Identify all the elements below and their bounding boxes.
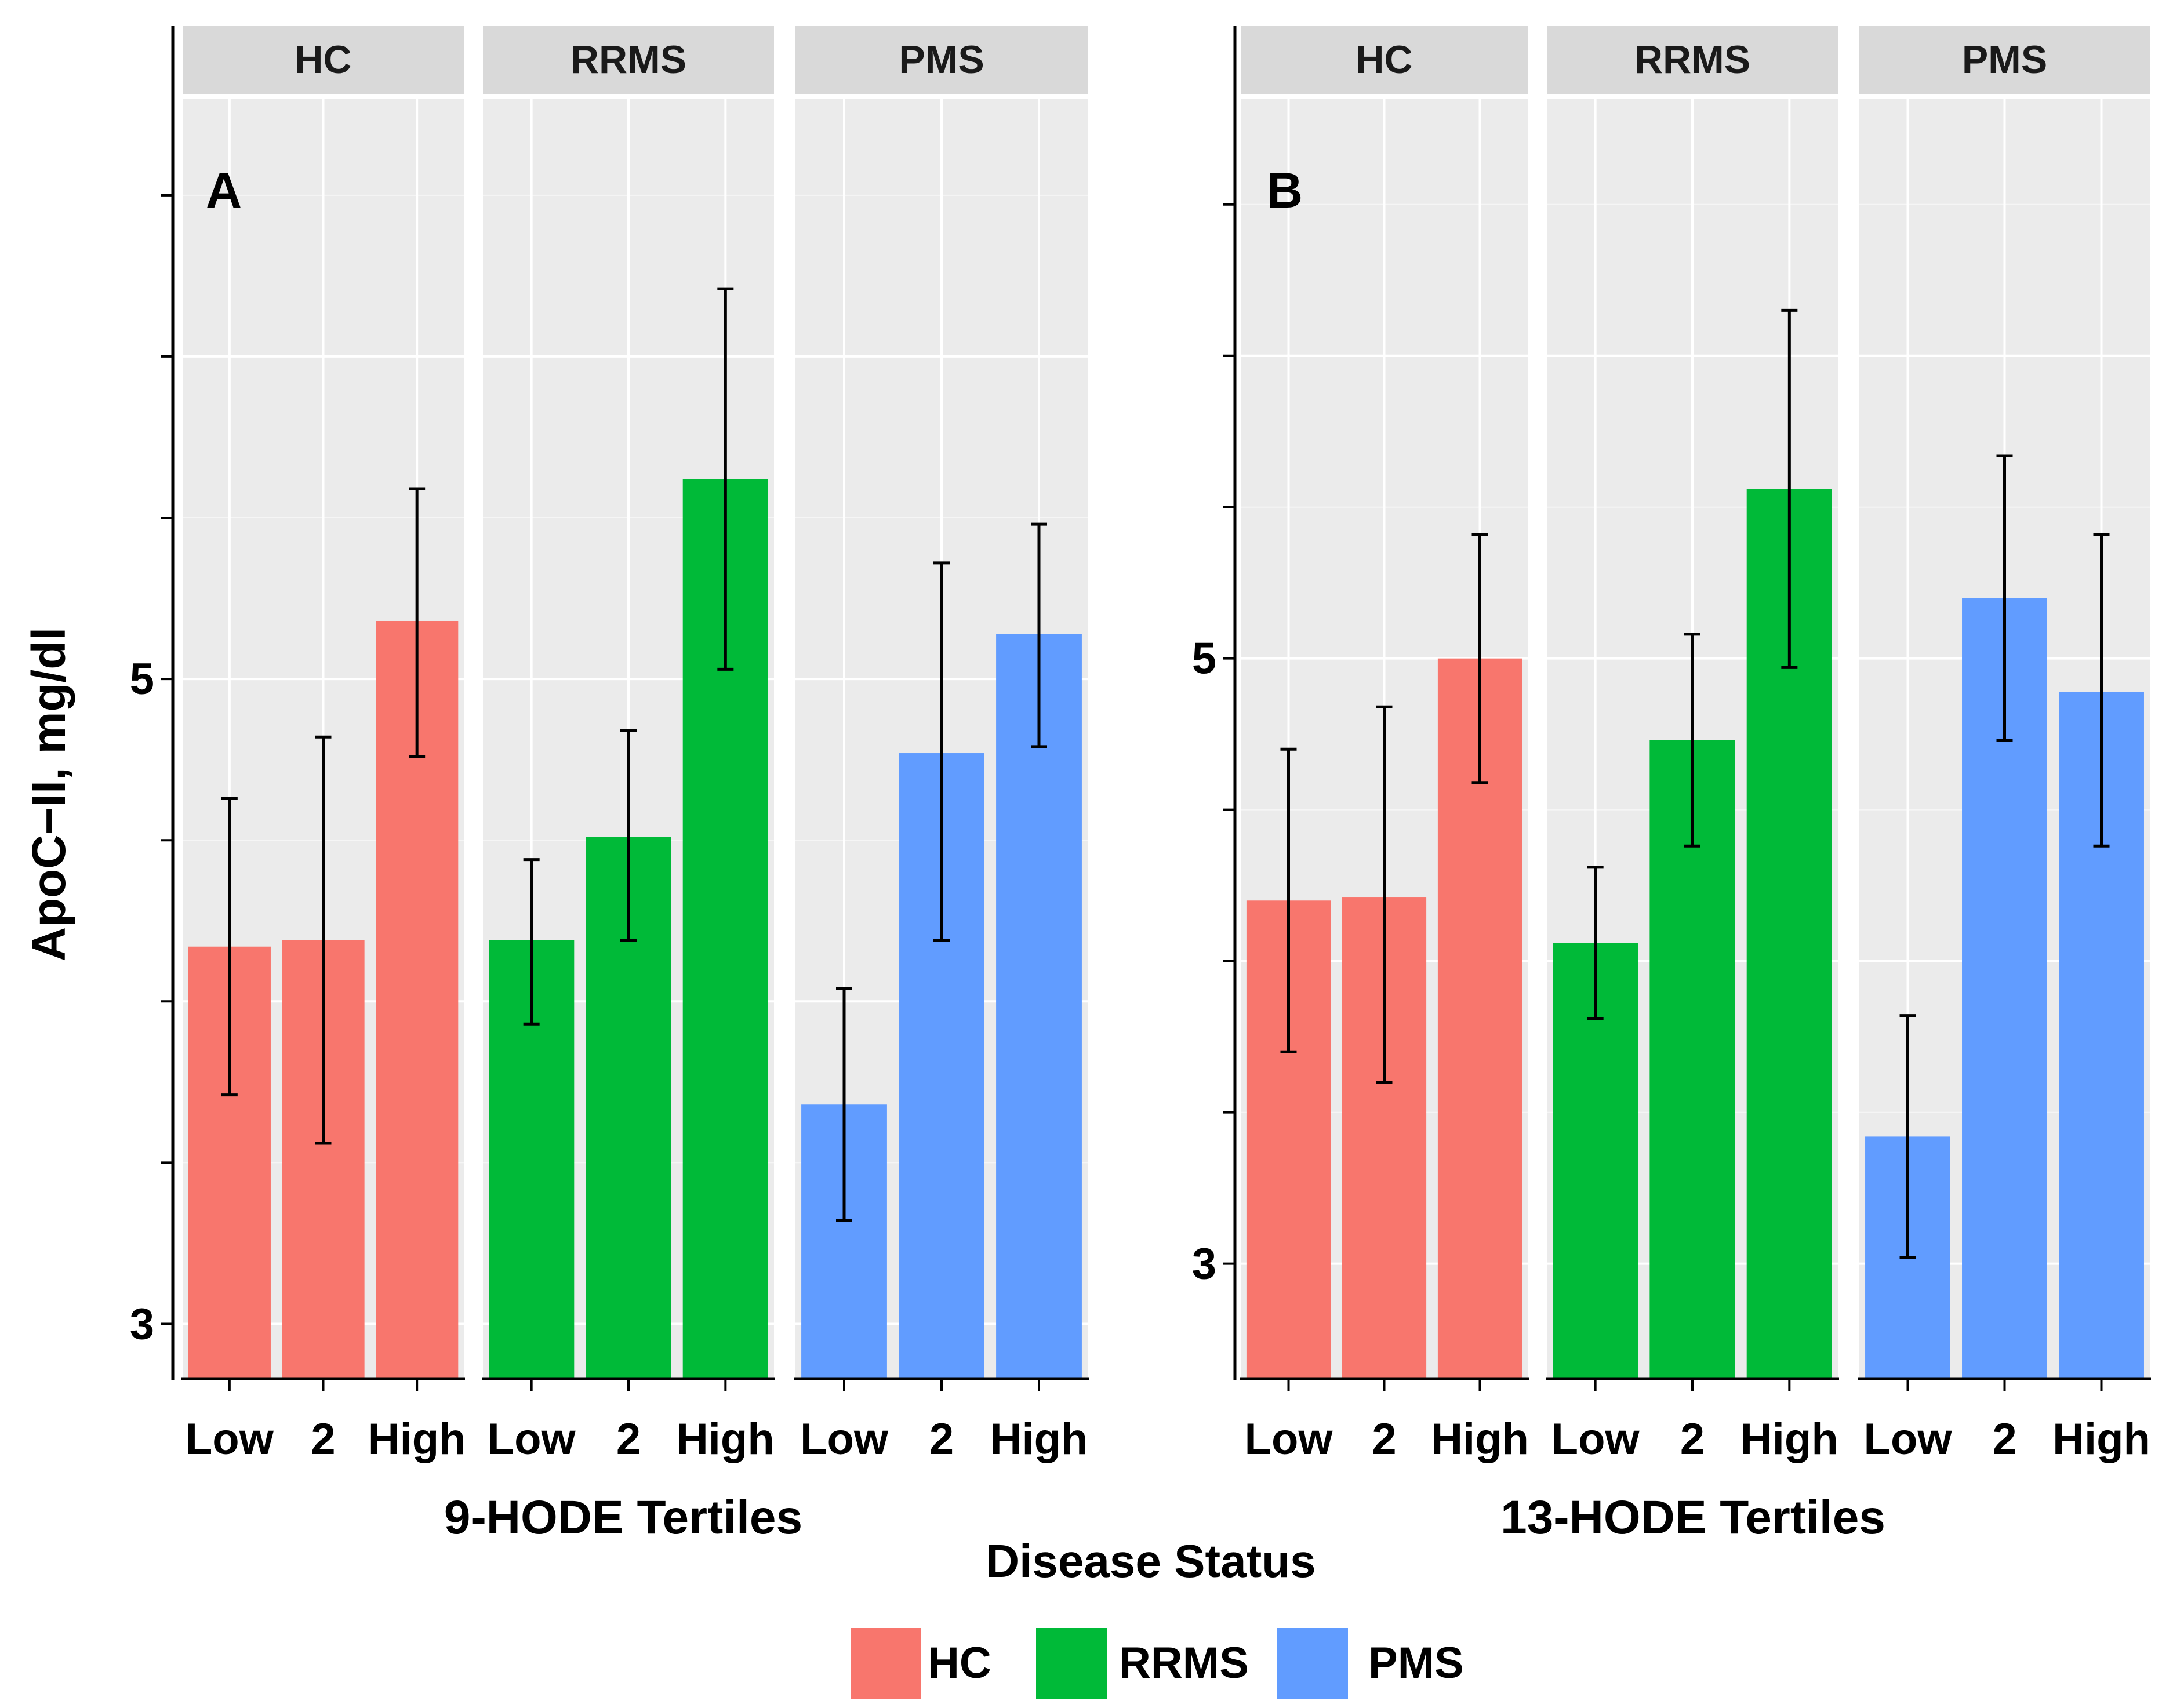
- y-tick-label: 3: [1192, 1240, 1216, 1289]
- facet-strip-label: HC: [295, 38, 351, 82]
- facet-pms-A: PMS Low 2 High: [794, 26, 1089, 1464]
- y-tick-label: 5: [130, 655, 154, 704]
- chart-B: HC Low 2 High RRMS Low 2 High PMS Low 2 High 3 5 B 13-H…: [1192, 26, 2151, 1544]
- x-tick-label: 2: [929, 1415, 954, 1464]
- x-tick-label: Low: [1551, 1415, 1640, 1464]
- panel-tag-label: B: [1267, 163, 1303, 219]
- facet-hc-A: HC Low 2 High: [181, 26, 466, 1464]
- x-axis-title: 13-HODE Tertiles: [1500, 1491, 1885, 1544]
- legend-key-swatch: [1036, 1628, 1107, 1699]
- x-tick-label: High: [2052, 1415, 2150, 1464]
- facet-strip: [1547, 26, 1838, 94]
- legend-item-pms: PMS: [1277, 1628, 1464, 1699]
- legend: Disease Status HC RRMS PMS: [851, 1535, 1464, 1699]
- x-tick-label: High: [1740, 1415, 1838, 1464]
- facet-rrms-A: RRMS Low 2 High: [482, 26, 775, 1464]
- facet-strip: [1241, 26, 1528, 94]
- facet-strip: [1859, 26, 2150, 94]
- x-tick-label: Low: [800, 1415, 889, 1464]
- facet-strip-label: PMS: [899, 38, 984, 82]
- facet-strip-label: PMS: [1962, 38, 2047, 82]
- legend-item-hc: HC: [851, 1628, 991, 1699]
- y-tick-label: 3: [130, 1299, 154, 1349]
- x-tick-label: 2: [1992, 1415, 2016, 1464]
- x-tick-label: High: [990, 1415, 1088, 1464]
- facet-strip: [183, 26, 464, 94]
- bar: [996, 634, 1082, 1379]
- x-tick-label: 2: [616, 1415, 641, 1464]
- x-tick-label: High: [1431, 1415, 1529, 1464]
- facet-strip-label: RRMS: [570, 38, 686, 82]
- x-tick-label: Low: [488, 1415, 576, 1464]
- legend-label: PMS: [1368, 1638, 1464, 1688]
- x-tick-label: Low: [186, 1415, 274, 1464]
- x-tick-label: Low: [1245, 1415, 1333, 1464]
- legend-key-swatch: [851, 1628, 921, 1699]
- facet-pms-B: PMS Low 2 High: [1858, 26, 2151, 1464]
- legend-key-swatch: [1277, 1628, 1348, 1699]
- y-tick-label: 5: [1192, 634, 1216, 684]
- facet-strip-label: RRMS: [1634, 38, 1750, 82]
- x-tick-label: High: [677, 1415, 775, 1464]
- facet-hc-B: HC Low 2 High: [1240, 26, 1529, 1464]
- legend-title: Disease Status: [986, 1535, 1316, 1587]
- facet-strip: [483, 26, 774, 94]
- chart-panels: HC Low 2 High RRMS Low 2 High PMS Low 2 High 3 5 A 9-HO…: [23, 26, 2151, 1544]
- x-axis-title: 9-HODE Tertiles: [444, 1491, 802, 1544]
- facet-strip-label: HC: [1356, 38, 1412, 82]
- x-tick-label: 2: [1680, 1415, 1705, 1464]
- x-tick-label: 2: [311, 1415, 335, 1464]
- legend-label: HC: [928, 1638, 991, 1688]
- panel-tag-label: A: [206, 163, 242, 219]
- facet-strip: [795, 26, 1088, 94]
- x-tick-label: Low: [1864, 1415, 1953, 1464]
- facet-rrms-B: RRMS Low 2 High: [1546, 26, 1839, 1464]
- x-tick-label: High: [368, 1415, 466, 1464]
- legend-label: RRMS: [1119, 1638, 1249, 1688]
- y-axis-title: ApoC−II, mg/dl: [23, 627, 75, 961]
- x-tick-label: 2: [1372, 1415, 1396, 1464]
- chart-A: HC Low 2 High RRMS Low 2 High PMS Low 2 High 3 5 A 9-HO…: [23, 26, 1089, 1544]
- legend-item-rrms: RRMS: [1036, 1628, 1249, 1699]
